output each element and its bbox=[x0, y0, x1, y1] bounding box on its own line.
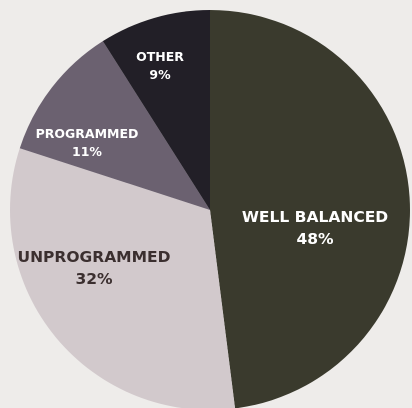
pie-slice-unprogrammed bbox=[10, 148, 236, 408]
pie-slices bbox=[10, 10, 410, 408]
slice-label-unprogrammed: UNPROGRAMMED bbox=[18, 248, 171, 266]
pie-labels: WELL BALANCED 48% UNPROGRAMMED 32% PROGRAMME… bbox=[18, 49, 389, 288]
slice-label-well-balanced: WELL BALANCED bbox=[242, 208, 388, 226]
slice-value-well-balanced: 48% bbox=[296, 230, 334, 248]
slice-value-unprogrammed: 32% bbox=[75, 270, 113, 288]
slice-value-other: 9% bbox=[149, 67, 171, 82]
pie-slice-well-balanced bbox=[210, 10, 410, 408]
slice-label-other: OTHER bbox=[136, 49, 184, 64]
slice-label-programmed: PROGRAMMED bbox=[36, 126, 139, 141]
slice-value-programmed: 11% bbox=[72, 144, 102, 159]
pie-slice-other bbox=[102, 10, 210, 210]
pie-slice-programmed bbox=[19, 41, 210, 210]
